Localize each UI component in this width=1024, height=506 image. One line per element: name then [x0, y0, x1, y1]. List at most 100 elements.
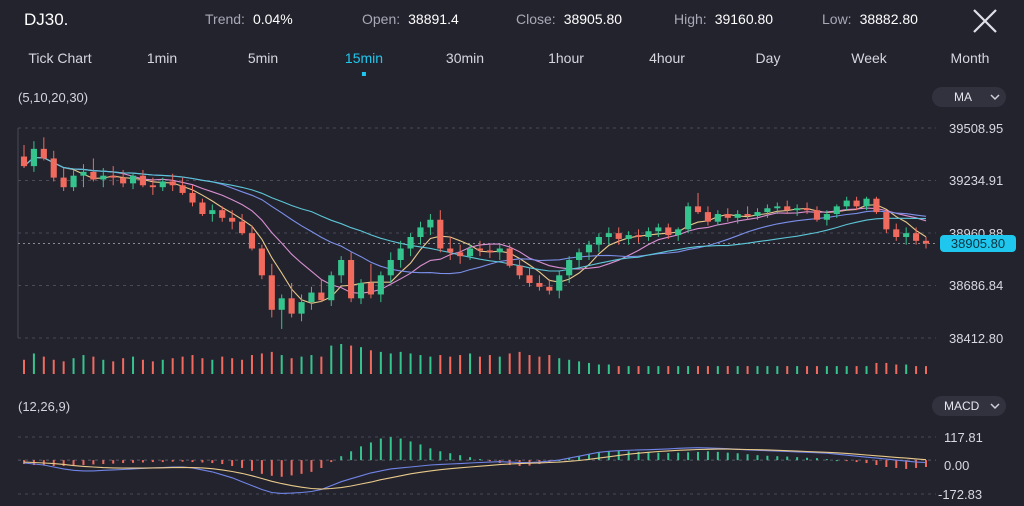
macd-histogram-bar — [925, 460, 927, 467]
volume-bar — [677, 366, 680, 374]
volume-bar — [211, 359, 214, 374]
macd-histogram-bar — [241, 460, 244, 468]
volume-bar — [845, 366, 848, 374]
macd-histogram-bar — [478, 459, 481, 461]
volume-bar — [825, 366, 828, 374]
macd-histogram-bar — [141, 460, 144, 463]
macd-histogram-bar — [330, 460, 333, 463]
macd-histogram-bar — [132, 460, 135, 463]
volume-bar — [409, 353, 412, 374]
candle-body — [576, 252, 583, 260]
volume-bar — [627, 366, 630, 374]
candle-body — [784, 206, 791, 211]
candle-body — [238, 221, 246, 234]
macd-histogram-bar — [776, 456, 779, 461]
volume-bar — [885, 362, 888, 374]
tab-1min[interactable]: 1min — [146, 50, 178, 66]
low-value: 38882.80 — [859, 11, 918, 27]
volume-bar — [221, 356, 224, 374]
candle-body — [665, 227, 672, 236]
macd-histogram-bar — [250, 460, 253, 471]
macd-histogram-bar — [488, 460, 491, 462]
tab-4hour[interactable]: 4hour — [649, 50, 685, 66]
volume-bar — [42, 356, 45, 374]
candle-body — [675, 229, 682, 236]
ma-indicator-select[interactable]: MA — [932, 87, 1006, 107]
tab-5min[interactable]: 5min — [247, 50, 279, 66]
low-label: Low: — [822, 11, 852, 27]
volume-bar — [439, 355, 442, 374]
candle-body — [189, 192, 196, 203]
macd-histogram-bar — [231, 460, 234, 466]
candle-body — [70, 175, 77, 188]
macd-indicator-select[interactable]: MACD — [932, 396, 1006, 416]
candle-body — [367, 282, 374, 295]
macd-histogram-bar — [469, 457, 472, 461]
macd-histogram-bar — [290, 460, 293, 476]
candle-body — [516, 265, 523, 276]
ma-indicator-value: MA — [954, 90, 972, 104]
candle-body — [546, 286, 553, 291]
candle-body — [486, 250, 493, 253]
macd-histogram-bar — [280, 460, 283, 477]
volume-bar — [369, 350, 372, 374]
tab-30min[interactable]: 30min — [445, 50, 485, 66]
high-label: High: — [674, 11, 707, 27]
tab-1hour[interactable]: 1hour — [548, 50, 584, 66]
macd-histogram-bar — [905, 460, 908, 469]
tab-day[interactable]: Day — [755, 50, 781, 66]
price-level: 38412.80 — [949, 331, 1004, 346]
trend-label: Trend: — [205, 11, 245, 27]
candle-body — [278, 298, 285, 310]
tab-month[interactable]: Month — [950, 50, 990, 66]
candle-body — [328, 275, 335, 301]
volume-bar — [459, 355, 462, 374]
volume-bar — [62, 361, 65, 374]
macd-histogram-bar — [815, 458, 818, 461]
volume-bar — [122, 358, 125, 374]
candle-body — [794, 208, 801, 211]
close-button[interactable] — [970, 6, 1000, 36]
candle-body — [615, 233, 622, 239]
candle-body — [744, 214, 751, 216]
tab-15min[interactable]: 15min — [345, 50, 383, 76]
volume-bar — [697, 366, 700, 374]
candle-body — [556, 275, 563, 291]
macd-histogram-bar — [221, 460, 224, 465]
volume-bar — [796, 366, 799, 374]
volume-bar — [518, 351, 521, 374]
macd-histogram-bar — [697, 451, 700, 461]
volume-bar — [687, 366, 690, 374]
volume-bar — [449, 356, 452, 374]
high-value: 39160.80 — [714, 11, 774, 27]
volume-bar — [82, 355, 85, 374]
volume-bar — [587, 362, 590, 374]
volume-bar — [181, 356, 184, 374]
tab-week[interactable]: Week — [851, 50, 887, 66]
volume-bar — [310, 355, 313, 374]
volume-bar — [340, 344, 343, 374]
candle-body — [913, 233, 920, 241]
candle-body — [476, 248, 484, 251]
macd-histogram-bar — [587, 454, 590, 461]
candle-body — [694, 206, 702, 213]
ma30-line — [23, 156, 927, 272]
volume-bar — [52, 359, 55, 374]
candle-body — [219, 210, 226, 218]
symbol-title: DJ30. — [24, 10, 69, 29]
macd-histogram-bar — [171, 460, 174, 462]
tab-tick-chart[interactable]: Tick Chart — [28, 50, 92, 66]
candle-body — [80, 171, 87, 176]
volume-bar — [379, 351, 382, 374]
volume-bar — [548, 355, 551, 374]
candle-body — [457, 252, 464, 257]
candle-body — [417, 227, 424, 237]
volume-bar — [132, 356, 135, 374]
candle-body — [40, 148, 47, 159]
volume-bar — [201, 358, 204, 374]
macd-histogram-bar — [449, 453, 452, 461]
last-price-tag: 38905.80 — [940, 235, 1016, 252]
macd-histogram-bar — [399, 438, 402, 461]
macd-histogram-bar — [687, 452, 690, 461]
